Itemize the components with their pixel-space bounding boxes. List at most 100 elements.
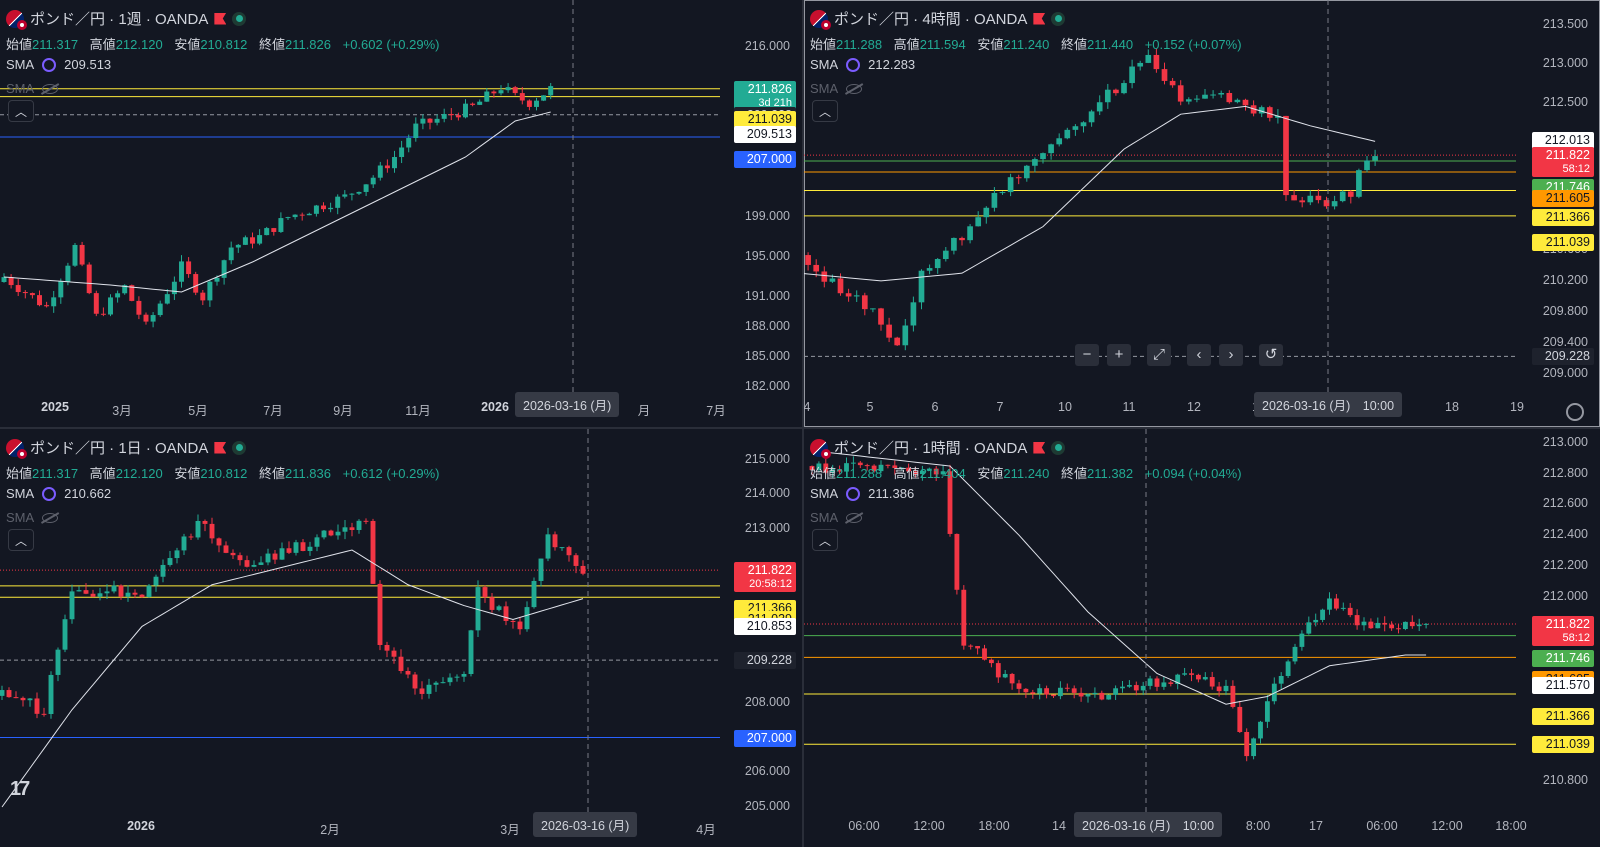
sma-hidden-legend[interactable]: SMA	[6, 510, 59, 525]
chevron-up-icon: ︿	[818, 104, 831, 119]
price-tag[interactable]: 207.000	[734, 151, 796, 168]
symbol-header[interactable]: ポンド／円 · 1週 · OANDA	[6, 8, 247, 30]
chart-canvas[interactable]	[804, 0, 1600, 427]
scroll-right-button[interactable]: ›	[1219, 344, 1243, 366]
price-tag[interactable]: 207.000	[734, 729, 796, 747]
price-tag[interactable]: 209.513	[734, 125, 796, 143]
candle	[265, 548, 271, 566]
eye-off-icon[interactable]	[42, 512, 59, 523]
red-flag-icon[interactable]	[214, 12, 227, 25]
sma-hidden-legend[interactable]: SMA	[810, 81, 863, 96]
chart-pane-4h[interactable]: ポンド／円 · 4時間 · OANDA 始値211.288 高値211.594 …	[804, 0, 1600, 427]
low-value: 210.812	[200, 37, 248, 52]
tradingview-logo-icon[interactable]: 17	[10, 778, 30, 800]
collapse-legend-button[interactable]: ︿	[8, 100, 34, 122]
price-tag[interactable]: 211.826 3d 21h	[734, 80, 796, 111]
collapse-legend-button[interactable]: ︿	[812, 100, 838, 122]
candle	[1121, 80, 1127, 95]
market-open-dot-icon	[1051, 11, 1066, 26]
candle	[1402, 621, 1408, 631]
candle	[157, 300, 163, 317]
chart-pane-daily[interactable]: ポンド／円 · 1日 · OANDA 始値211.317 高値212.120 安…	[0, 429, 802, 847]
high-label: 高値	[89, 466, 116, 481]
candle	[954, 533, 960, 595]
price-tag[interactable]: 209.228	[734, 652, 796, 670]
candle	[258, 556, 264, 565]
symbol-header[interactable]: ポンド／円 · 1時間 · OANDA	[810, 437, 1066, 459]
price-tag[interactable]: 209.228	[1532, 348, 1594, 366]
candle	[861, 292, 868, 316]
price-tag-value: 211.570	[1545, 677, 1590, 692]
candle	[0, 685, 5, 701]
price-tag[interactable]: 212.013	[1532, 132, 1594, 150]
candle	[307, 541, 313, 556]
collapse-legend-button[interactable]: ︿	[8, 529, 34, 551]
eye-off-icon[interactable]	[846, 83, 863, 94]
zoom-in-button[interactable]: +	[1107, 344, 1131, 366]
eye-off-icon[interactable]	[846, 512, 863, 523]
sma-line[interactable]	[811, 450, 1427, 705]
scroll-left-button[interactable]: ‹	[1187, 344, 1211, 366]
candle	[1251, 737, 1257, 760]
fullscreen-button[interactable]: ⤢	[1147, 344, 1171, 366]
candle	[150, 312, 156, 328]
sma-hidden-legend[interactable]: SMA	[6, 81, 59, 96]
close-value: 211.382	[1087, 466, 1134, 481]
open-label: 始値	[6, 466, 33, 481]
crosshair-time-label: 2026-03-16 (月) 10:00	[1074, 812, 1223, 837]
sma-line[interactable]	[3, 111, 551, 293]
price-tag[interactable]: 211.366	[1532, 208, 1594, 226]
red-flag-icon[interactable]	[1033, 441, 1046, 454]
price-tag[interactable]: 211.039	[1532, 233, 1594, 251]
chart-pane-1h[interactable]: ポンド／円 · 1時間 · OANDA 始値211.288 高値211.404 …	[804, 429, 1600, 847]
sma-indicator-legend[interactable]: SMA 211.386	[810, 486, 914, 501]
sma-hidden-legend[interactable]: SMA	[810, 510, 863, 525]
time-tick-label: 06:00	[848, 819, 880, 833]
collapse-legend-button[interactable]: ︿	[812, 529, 838, 551]
time-tick-label: 3月	[500, 823, 520, 837]
price-tag[interactable]: 211.605	[1532, 189, 1594, 207]
chart-pane-weekly[interactable]: ポンド／円 · 1週 · OANDA 始値211.317 高値212.120 安…	[0, 0, 802, 427]
symbol-header[interactable]: ポンド／円 · 1日 · OANDA	[6, 437, 247, 459]
reset-chart-button[interactable]: ↺	[1259, 344, 1283, 366]
candle	[433, 681, 439, 692]
price-tag[interactable]: 211.039	[1532, 736, 1594, 754]
chart-canvas[interactable]	[0, 429, 802, 847]
countdown-timer: 20:58:12	[749, 578, 792, 591]
gear-icon[interactable]	[1566, 403, 1584, 421]
price-tag[interactable]: 211.366	[1532, 708, 1594, 726]
candle	[1007, 173, 1014, 197]
zoom-out-button[interactable]: −	[1075, 344, 1099, 366]
candle	[200, 289, 206, 306]
eye-off-icon[interactable]	[42, 83, 59, 94]
candle	[420, 114, 426, 130]
sma-indicator-legend[interactable]: SMA 212.283	[810, 57, 915, 72]
sma-line[interactable]	[1, 549, 584, 808]
candle	[566, 545, 572, 562]
time-tick-label: 5月	[188, 404, 208, 418]
candle	[412, 672, 418, 695]
chart-canvas[interactable]	[804, 429, 1600, 847]
candle	[531, 577, 537, 609]
candle	[342, 190, 348, 199]
sma-line[interactable]	[804, 105, 1376, 282]
price-tag[interactable]: 211.822 20:58:12	[734, 562, 796, 593]
price-tag[interactable]: 211.746	[1532, 649, 1594, 667]
candle	[34, 692, 40, 719]
sma-indicator-legend[interactable]: SMA 210.662	[6, 486, 111, 501]
price-tag[interactable]: 211.039	[734, 110, 796, 128]
candle	[1177, 80, 1184, 106]
price-tag[interactable]: 211.570	[1532, 676, 1594, 694]
red-flag-icon[interactable]	[1033, 12, 1046, 25]
price-tag[interactable]: 211.822 58:12	[1532, 615, 1594, 646]
price-tag[interactable]: 211.822 58:12	[1532, 147, 1594, 178]
price-tag[interactable]: 210.853	[734, 617, 796, 635]
chart-canvas[interactable]	[0, 0, 802, 427]
symbol-header[interactable]: ポンド／円 · 4時間 · OANDA	[810, 8, 1066, 30]
low-label: 安値	[174, 37, 201, 52]
close-label: 終値	[258, 466, 285, 481]
sma-indicator-legend[interactable]: SMA 209.513	[6, 57, 111, 72]
candle	[342, 519, 348, 540]
candle	[1106, 694, 1112, 700]
red-flag-icon[interactable]	[214, 441, 227, 454]
